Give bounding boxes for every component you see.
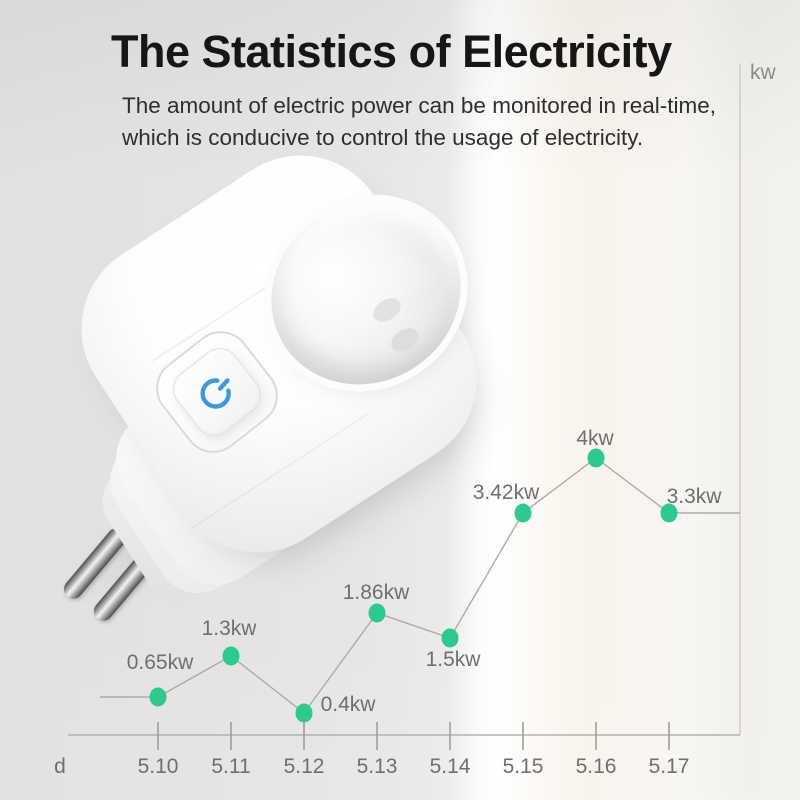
tick-label: 5.17 (649, 755, 690, 778)
data-point-label: 3.42kw (473, 481, 540, 504)
tick-label: 5.16 (576, 755, 617, 778)
data-point-label: 1.5kw (426, 648, 482, 671)
power-icon (200, 378, 231, 409)
data-point-dot (368, 603, 386, 623)
data-point-dot (222, 646, 240, 666)
x-axis-unit-label: d (54, 755, 66, 778)
data-point-label: 1.3kw (202, 617, 258, 640)
y-axis-unit-label: kw (750, 61, 777, 84)
power-button (165, 340, 269, 444)
tick-label: 5.12 (284, 755, 325, 778)
tick-label: 5.13 (357, 755, 398, 778)
tick-label: 5.10 (138, 755, 179, 778)
data-point-dot (660, 503, 678, 523)
data-point-label: 0.65kw (127, 651, 194, 674)
tick-label: 5.15 (503, 755, 544, 778)
data-point-label: 0.4kw (321, 693, 377, 716)
data-point-dot (514, 503, 532, 523)
data-point-dot (587, 448, 605, 468)
page-subtitle: The amount of electric power can be moni… (122, 90, 722, 154)
data-point-label: 1.86kw (343, 581, 410, 604)
data-line (100, 457, 740, 714)
tick-label: 5.11 (211, 755, 250, 778)
subtitle-line-1: The amount of electric power can be moni… (122, 93, 717, 118)
data-point-label: 3.3kw (667, 485, 723, 508)
subtitle-line-2: which is conducive to control the usage … (122, 125, 644, 150)
data-point-dot (149, 687, 167, 707)
tick-label: 5.14 (430, 755, 471, 778)
data-point-label: 4kw (576, 427, 614, 450)
data-point-dot (295, 703, 313, 723)
data-point-dot (441, 628, 459, 648)
page-title: The Statistics of Electricity (111, 26, 672, 77)
